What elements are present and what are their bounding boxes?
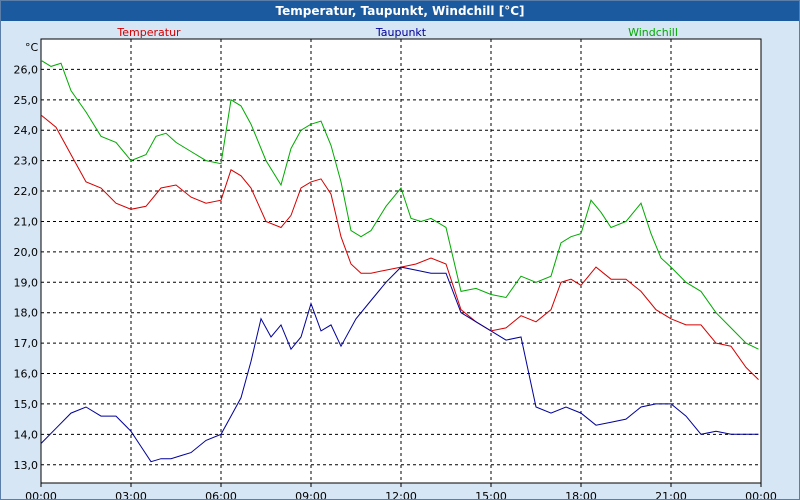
y-tick-label: 15,0 xyxy=(14,398,39,411)
grid-lines xyxy=(41,39,761,483)
y-tick-label: 13,0 xyxy=(14,459,39,472)
y-tick-label: 22,0 xyxy=(14,185,39,198)
y-tick-label: 20,0 xyxy=(14,246,39,259)
y-tick-label: 26,0 xyxy=(14,63,39,76)
x-tick-time: 18:00 xyxy=(565,490,597,499)
series-line-taupunkt xyxy=(40,266,759,463)
legend-taupunkt: Taupunkt xyxy=(375,26,427,39)
y-tick-label: 17,0 xyxy=(14,337,39,350)
y-tick-label: 24,0 xyxy=(14,124,39,137)
x-tick-time: 21:00 xyxy=(655,490,687,499)
series-line-windchill xyxy=(40,59,759,350)
x-tick-time: 00:00 xyxy=(745,490,777,499)
y-tick-label: 21,0 xyxy=(14,215,39,228)
y-tick-label: 14,0 xyxy=(14,428,39,441)
y-tick-label: 18,0 xyxy=(14,307,39,320)
series-line-temperatur xyxy=(40,114,759,380)
x-tick-time: 03:00 xyxy=(115,490,147,499)
x-tick-time: 15:00 xyxy=(475,490,507,499)
y-tick-label: 25,0 xyxy=(14,94,39,107)
axis-ticks: 13,0 14,0 15,0 16,0 17,0 18,0 19,0 20,0 21,0 22,0… xyxy=(14,63,777,499)
legend-windchill: Windchill xyxy=(628,26,678,39)
x-tick-time: 00:00 xyxy=(25,490,57,499)
y-tick-label: 23,0 xyxy=(14,155,39,168)
chart-canvas: 13,0 14,0 15,0 16,0 17,0 18,0 19,0 20,0 21,0 22,0… xyxy=(14,26,777,499)
legend-temperatur: Temperatur xyxy=(116,26,181,39)
y-axis-unit: °C xyxy=(25,41,39,54)
series-lines xyxy=(40,59,759,463)
legend: Temperatur Taupunkt Windchill xyxy=(116,26,678,39)
window-title: Temperatur, Taupunkt, Windchill [°C] xyxy=(1,1,799,21)
y-tick-label: 16,0 xyxy=(14,368,39,381)
x-tick-time: 06:00 xyxy=(205,490,237,499)
x-tick-time: 09:00 xyxy=(295,490,327,499)
x-tick-time: 12:00 xyxy=(385,490,417,499)
y-tick-label: 19,0 xyxy=(14,276,39,289)
